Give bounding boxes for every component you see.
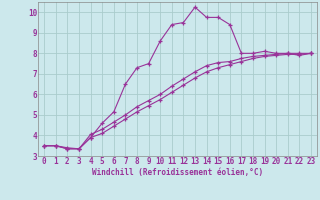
X-axis label: Windchill (Refroidissement éolien,°C): Windchill (Refroidissement éolien,°C) — [92, 168, 263, 177]
